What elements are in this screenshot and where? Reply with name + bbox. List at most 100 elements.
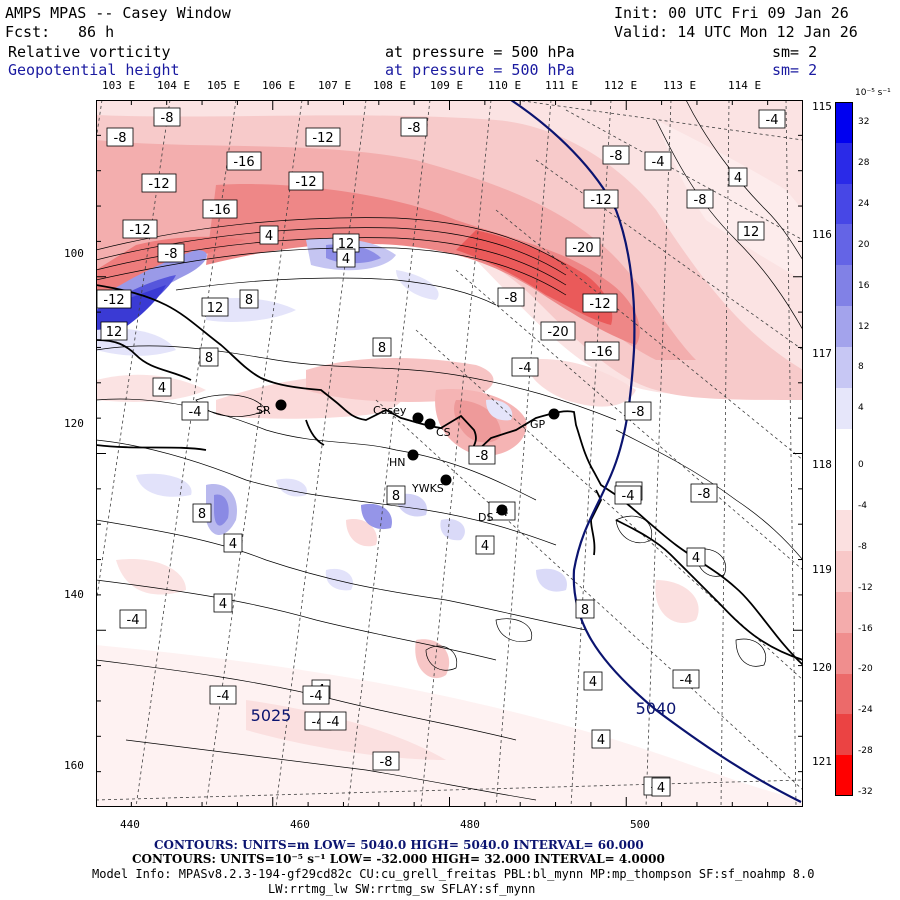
svg-text:-8: -8	[632, 405, 645, 420]
svg-text:12: 12	[338, 237, 355, 252]
longitude-label: 111 E	[545, 79, 579, 92]
svg-text:4: 4	[229, 537, 237, 552]
svg-text:-4: -4	[189, 405, 202, 420]
contour-label: -4	[119, 609, 147, 629]
contour-label: -4	[209, 685, 237, 705]
footer-vorticity-contours: CONTOURS: UNITS=10⁻⁵ s⁻¹ LOW= -32.000 HI…	[132, 852, 665, 866]
contour-label: -12	[96, 289, 132, 309]
field1-name: Relative vorticity	[8, 43, 171, 61]
colorbar-label: 16	[858, 280, 870, 291]
svg-text:-12: -12	[590, 193, 611, 208]
contour-label: 12	[201, 297, 229, 317]
contour-label: 8	[372, 337, 392, 357]
x-tick-label: 480	[460, 818, 480, 831]
contour-label-layer: -8-8-12-8-4-16-12-8 -44-12-16-12 -8412-12-…	[96, 107, 786, 797]
forecast-hour: 86 h	[78, 23, 115, 41]
contour-label: -4	[672, 669, 700, 689]
vorticity-map: -8-8-12-8-4-16-12-8 -44-12-16-12 -8412-12-…	[96, 100, 803, 807]
station-cs: CS	[424, 418, 451, 439]
svg-text:4: 4	[219, 597, 227, 612]
svg-text:SR: SR	[256, 404, 271, 417]
colorbar-swatch	[835, 469, 853, 511]
longitude-label: 113 E	[663, 79, 697, 92]
colorbar-label: -28	[858, 746, 873, 757]
svg-text:YWKS: YWKS	[411, 482, 444, 495]
colorbar-label: 24	[858, 199, 870, 210]
init-time: Init: 00 UTC Fri 09 Jan 26	[614, 4, 849, 22]
y-tick-label: 140	[64, 588, 84, 601]
colorbar-swatch	[835, 714, 853, 756]
colorbar-swatch	[835, 142, 853, 185]
svg-text:-8: -8	[505, 291, 518, 306]
longitude-label: 106 E	[262, 79, 296, 92]
colorbar-swatch	[835, 183, 853, 225]
longitude-label: 104 E	[157, 79, 191, 92]
svg-text:-4: -4	[680, 673, 693, 688]
contour-label: 4	[583, 671, 603, 691]
svg-text:8: 8	[245, 293, 253, 308]
colorbar-label: -32	[858, 786, 873, 797]
colorbar-label: 4	[858, 403, 864, 414]
svg-text:-4: -4	[127, 613, 140, 628]
contour-label: -16	[226, 151, 262, 171]
svg-text:-12: -12	[129, 223, 150, 238]
svg-text:-4: -4	[310, 689, 323, 704]
x-tick-label: 440	[120, 818, 140, 831]
colorbar-swatch	[835, 428, 853, 470]
contour-label: -8	[400, 117, 428, 137]
svg-text:4: 4	[481, 539, 489, 554]
vorticity-contours	[96, 100, 803, 801]
svg-text:-16: -16	[591, 345, 612, 360]
svg-text:12: 12	[207, 301, 224, 316]
contour-label: -8	[468, 445, 496, 465]
colorbar-label: 32	[858, 117, 870, 128]
svg-text:4: 4	[657, 781, 665, 796]
footer-model-info: Model Info: MPASv8.2.3-194-gf29cd82c CU:…	[92, 867, 815, 881]
contour-label: -4	[319, 711, 347, 731]
station-gp: GP	[530, 408, 560, 431]
colorbar-swatch	[835, 551, 853, 593]
y-tick-label: 120	[64, 417, 84, 430]
colorbar-label: -20	[858, 664, 873, 675]
contour-label: 8	[199, 347, 219, 367]
svg-text:GP: GP	[530, 418, 546, 431]
geopotential-height-contours	[510, 100, 802, 803]
colorbar-swatch	[835, 632, 853, 675]
station-ds: DS	[478, 504, 508, 524]
x-tick-label: 460	[290, 818, 310, 831]
colorbar-label: -4	[858, 501, 867, 512]
colorbar-swatch	[835, 102, 853, 144]
longitude-label: 110 E	[488, 79, 522, 92]
longitude-label: 107 E	[318, 79, 352, 92]
svg-text:4: 4	[158, 381, 166, 396]
station-hn: HN	[389, 449, 419, 469]
field1-level: at pressure = 500 hPa	[385, 43, 575, 61]
svg-text:DS: DS	[478, 511, 493, 524]
contour-label: -4	[302, 685, 330, 705]
footer-model-info-2: LW:rrtmg_lw SW:rrtmg_sw SFLAY:sf_mynn	[268, 882, 536, 896]
colorbar-swatch	[835, 755, 853, 797]
y-tick-label: 100	[64, 247, 84, 260]
contour-label: -16	[584, 341, 620, 361]
svg-text:-8: -8	[114, 131, 127, 146]
contour-label: 12	[100, 321, 128, 341]
field1-smoothing: sm= 2	[772, 43, 818, 61]
contour-label: 8	[386, 485, 406, 505]
x-tick-label: 500	[630, 818, 650, 831]
colorbar-units: 10⁻⁵ s⁻¹	[855, 88, 891, 98]
svg-text:-4: -4	[519, 361, 532, 376]
svg-text:-12: -12	[312, 131, 333, 146]
negative-vorticity-shading	[96, 100, 803, 807]
svg-text:-4: -4	[327, 715, 340, 730]
plot-title: AMPS MPAS -- Casey Window	[5, 4, 231, 22]
contour-label: 4	[336, 248, 356, 268]
svg-text:4: 4	[589, 675, 597, 690]
svg-text:-8: -8	[694, 193, 707, 208]
station-sr: SR	[256, 399, 287, 417]
contour-label: -4	[614, 485, 642, 505]
svg-text:CS: CS	[436, 426, 451, 439]
svg-text:Casey: Casey	[373, 404, 407, 417]
contour-label: -4	[644, 151, 672, 171]
colorbar-swatch	[835, 387, 853, 430]
longitude-label: 105 E	[207, 79, 241, 92]
